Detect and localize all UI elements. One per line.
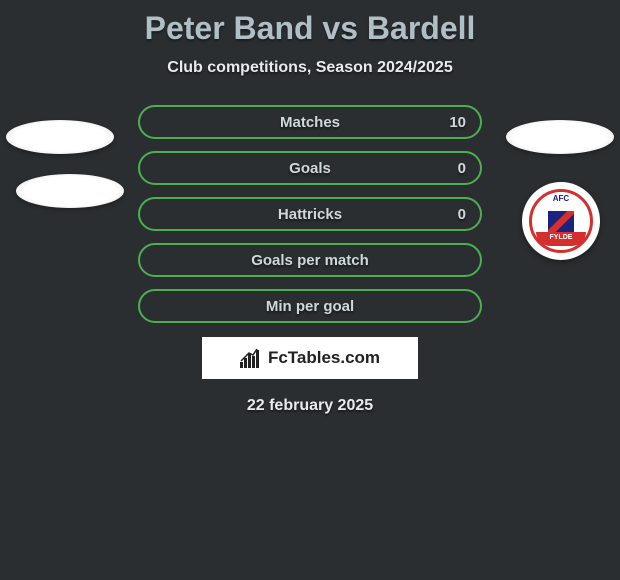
player-right-avatar-placeholder [506, 120, 614, 154]
stat-right-value: 10 [449, 114, 466, 131]
brand-text: FcTables.com [268, 348, 380, 368]
stat-label: Matches [280, 114, 340, 131]
brand-box[interactable]: FcTables.com [202, 337, 418, 379]
stat-row-min-per-goal: Min per goal [138, 289, 482, 323]
stat-row-goals-per-match: Goals per match [138, 243, 482, 277]
date-text: 22 february 2025 [0, 397, 620, 415]
season-subtitle: Club competitions, Season 2024/2025 [0, 59, 620, 77]
stat-right-value: 0 [458, 160, 466, 177]
stat-row-hattricks: Hattricks 0 [138, 197, 482, 231]
stat-row-goals: Goals 0 [138, 151, 482, 185]
player-left-avatar-placeholder [6, 120, 114, 154]
stat-label: Goals [289, 160, 331, 177]
club-right-badge: AFC FYLDE [522, 182, 600, 260]
club-badge-inner: AFC FYLDE [529, 189, 593, 253]
stat-right-value: 0 [458, 206, 466, 223]
stat-label: Goals per match [251, 252, 369, 269]
club-left-badge-placeholder [16, 174, 124, 208]
comparison-title: Peter Band vs Bardell [0, 0, 620, 47]
stat-row-matches: Matches 10 [138, 105, 482, 139]
stat-label: Hattricks [278, 206, 342, 223]
bar-chart-icon [240, 348, 262, 368]
club-badge-bottom-text: FYLDE [536, 232, 586, 246]
stat-label: Min per goal [266, 298, 354, 315]
club-badge-flag-icon [547, 210, 575, 234]
club-badge-top-text: AFC [553, 194, 569, 203]
